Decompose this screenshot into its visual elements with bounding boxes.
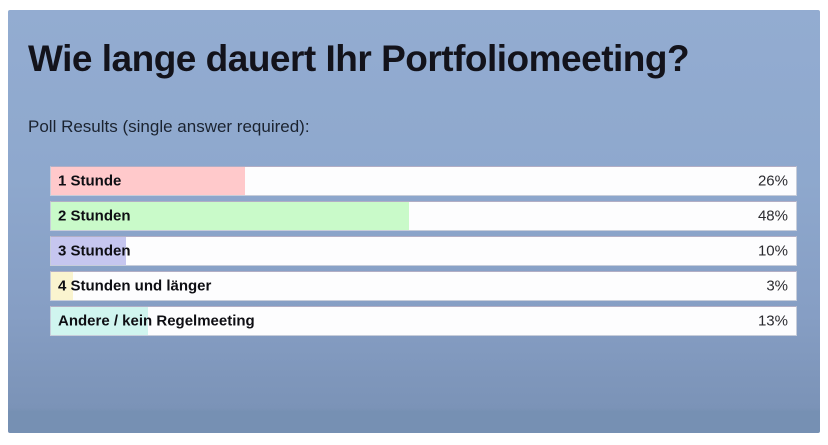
poll-bar-fill <box>51 202 409 230</box>
poll-option-label: Andere / kein Regelmeeting <box>58 312 255 330</box>
poll-bar-fill <box>51 307 148 335</box>
poll-option-row-andere-kein-regelmeeting: Andere / kein Regelmeeting 13% <box>50 306 797 336</box>
poll-option-row-3-stunden: 3 Stunden 10% <box>50 236 797 266</box>
poll-question-title: Wie lange dauert Ihr Portfoliomeeting? <box>28 38 690 79</box>
poll-option-label: 3 Stunden <box>58 242 131 260</box>
poll-option-row-1-stunde: 1 Stunde 26% <box>50 166 797 196</box>
poll-option-row-2-stunden: 2 Stunden 48% <box>50 201 797 231</box>
poll-option-percentage: 10% <box>757 242 788 260</box>
poll-option-label: 2 Stunden <box>58 207 131 225</box>
poll-results-subtitle: Poll Results (single answer required): <box>28 117 310 136</box>
poll-option-percentage: 26% <box>757 172 788 190</box>
poll-results-panel: Wie lange dauert Ihr Portfoliomeeting? P… <box>8 10 820 433</box>
poll-option-percentage: 3% <box>766 277 788 295</box>
poll-bar-fill <box>51 272 74 300</box>
poll-bar-fill <box>51 167 245 195</box>
poll-bar-fill <box>51 237 126 265</box>
poll-option-label: 1 Stunde <box>58 172 122 190</box>
poll-option-percentage: 48% <box>757 207 788 225</box>
poll-option-percentage: 13% <box>757 312 788 330</box>
poll-bars-list: 1 Stunde 26% 2 Stunden 48% 3 Stunden 10%… <box>50 166 797 341</box>
poll-option-row-4-stunden-und-laenger: 4 Stunden und länger 3% <box>50 271 797 301</box>
poll-option-label: 4 Stunden und länger <box>58 277 212 295</box>
